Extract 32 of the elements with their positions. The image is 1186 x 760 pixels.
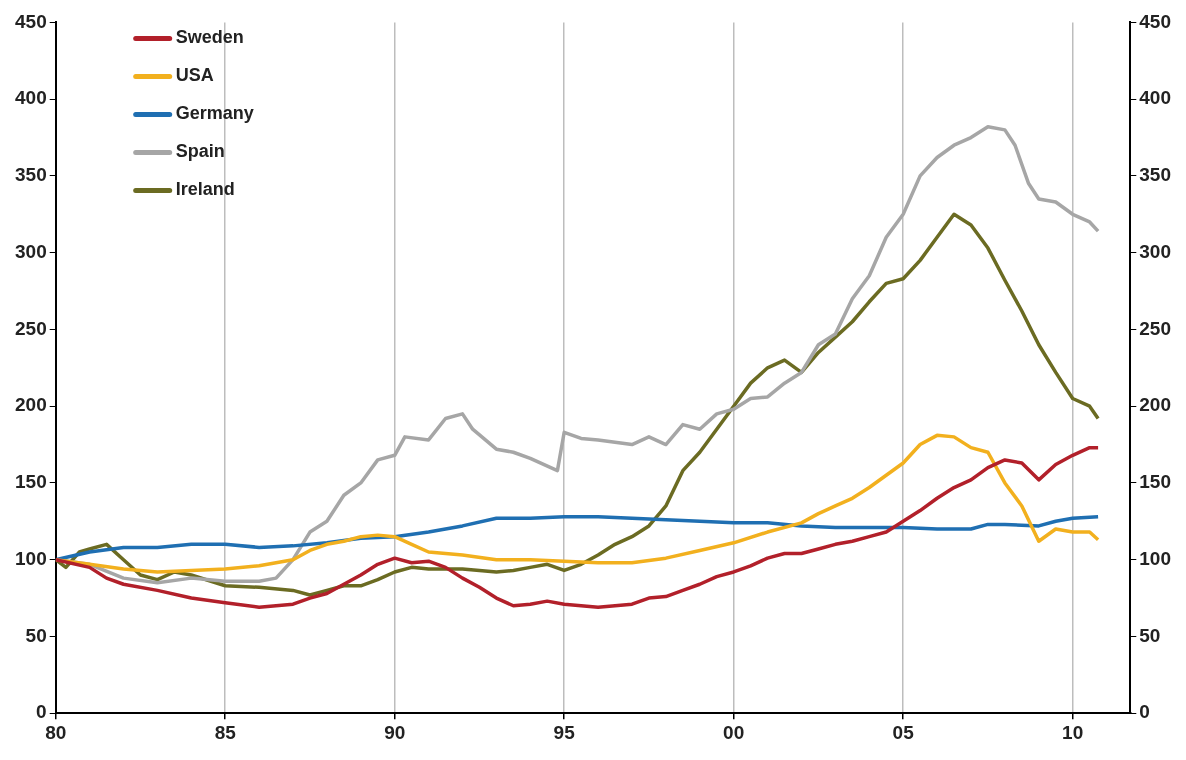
y2-tick-label: 100 bbox=[1139, 547, 1171, 569]
y-tick-label: 0 bbox=[36, 701, 47, 723]
y2-tick-label: 400 bbox=[1139, 87, 1171, 109]
x-tick-label: 95 bbox=[553, 721, 576, 743]
y-tick-label: 50 bbox=[25, 624, 47, 646]
y-tick-label: 300 bbox=[15, 240, 47, 262]
y2-tick-label: 150 bbox=[1139, 471, 1171, 493]
x-tick-label: 10 bbox=[1062, 721, 1084, 743]
legend-label: USA bbox=[175, 65, 214, 86]
legend-label: Ireland bbox=[175, 179, 235, 200]
legend-label: Germany bbox=[175, 103, 254, 124]
x-tick-label: 85 bbox=[214, 721, 237, 743]
y2-tick-label: 350 bbox=[1139, 164, 1171, 186]
legend-label: Sweden bbox=[175, 27, 244, 48]
y-tick-label: 100 bbox=[15, 547, 47, 569]
y2-tick-label: 50 bbox=[1139, 624, 1161, 646]
y-tick-label: 450 bbox=[15, 10, 47, 32]
y-tick-label: 400 bbox=[15, 87, 47, 109]
x-tick-label: 90 bbox=[384, 721, 406, 743]
y2-tick-label: 450 bbox=[1139, 10, 1171, 32]
x-tick-label: 05 bbox=[892, 721, 915, 743]
y2-tick-label: 300 bbox=[1139, 240, 1171, 262]
x-tick-label: 80 bbox=[45, 721, 67, 743]
y2-tick-label: 250 bbox=[1139, 317, 1171, 339]
y-tick-label: 200 bbox=[15, 394, 47, 416]
y-tick-label: 250 bbox=[15, 317, 47, 339]
x-tick-label: 00 bbox=[723, 721, 745, 743]
y2-tick-label: 200 bbox=[1139, 394, 1171, 416]
y-tick-label: 150 bbox=[15, 471, 47, 493]
y2-tick-label: 0 bbox=[1139, 701, 1150, 723]
y-tick-label: 350 bbox=[15, 164, 47, 186]
legend-label: Spain bbox=[175, 141, 225, 162]
